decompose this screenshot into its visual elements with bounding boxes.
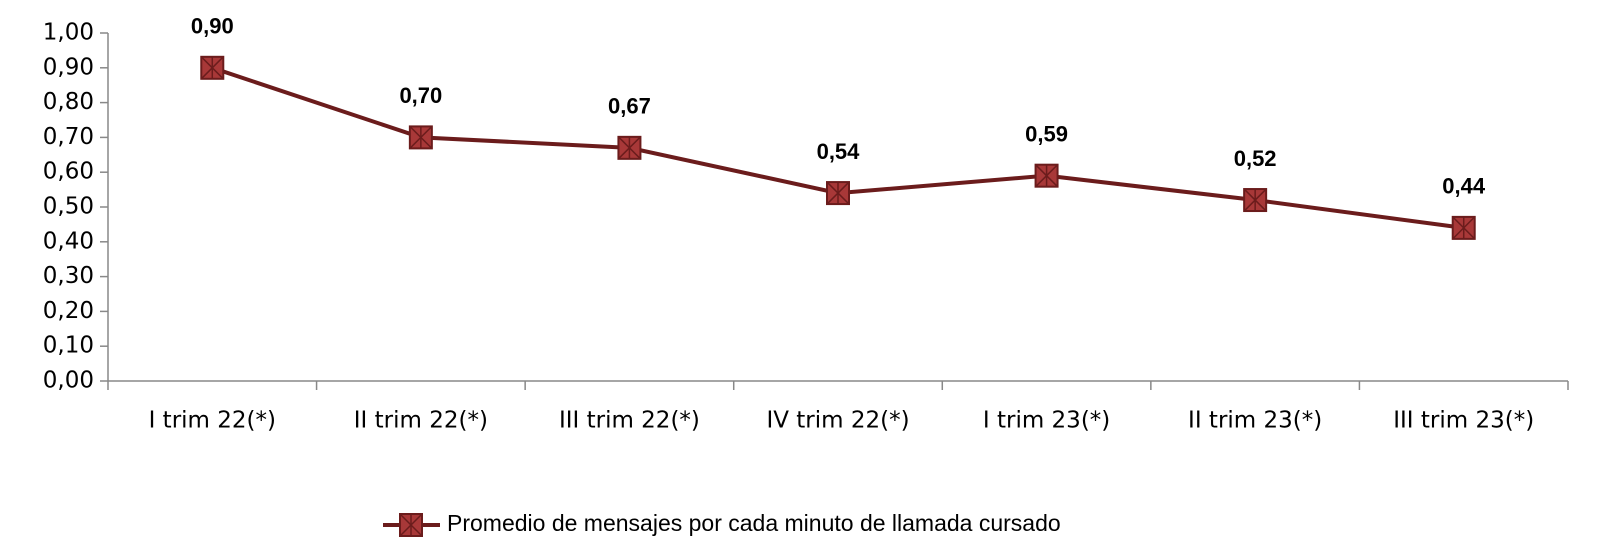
point-marker: [1451, 215, 1476, 240]
data-label: 0,90: [191, 14, 234, 39]
point-marker: [617, 135, 642, 160]
data-label: 0,44: [1442, 174, 1486, 199]
y-tick-label: 0,70: [43, 124, 94, 150]
data-label: 0,67: [608, 94, 651, 119]
y-tick-label: 0,00: [43, 368, 94, 394]
data-label: 0,59: [1025, 121, 1068, 146]
y-tick-label: 0,60: [43, 159, 94, 185]
y-tick-label: 0,20: [43, 298, 94, 324]
y-tick-label: 0,90: [43, 54, 94, 80]
data-label: 0,70: [399, 83, 442, 108]
point-marker: [1034, 163, 1059, 188]
y-tick-label: 0,10: [43, 333, 94, 359]
x-tick-label: II trim 22(*): [354, 408, 488, 434]
legend-marker: [399, 513, 423, 537]
y-tick-label: 0,80: [43, 89, 94, 115]
x-tick-label: III trim 22(*): [559, 408, 700, 434]
x-tick-label: I trim 23(*): [983, 408, 1110, 434]
point-marker: [408, 125, 433, 150]
legend-label: Promedio de mensajes por cada minuto de …: [447, 510, 1061, 536]
y-tick-label: 0,30: [43, 263, 94, 289]
point-marker: [200, 55, 225, 80]
x-tick-label: II trim 23(*): [1188, 408, 1322, 434]
x-tick-label: I trim 22(*): [149, 408, 276, 434]
point-marker: [1243, 188, 1268, 213]
y-tick-label: 1,00: [43, 20, 94, 46]
x-tick-label: III trim 23(*): [1393, 408, 1534, 434]
point-marker: [826, 181, 850, 206]
y-tick-label: 0,40: [43, 228, 94, 254]
y-tick-label: 0,50: [43, 194, 94, 220]
data-label: 0,54: [817, 139, 861, 164]
data-label: 0,52: [1234, 146, 1277, 171]
x-tick-label: IV trim 22(*): [766, 408, 909, 434]
